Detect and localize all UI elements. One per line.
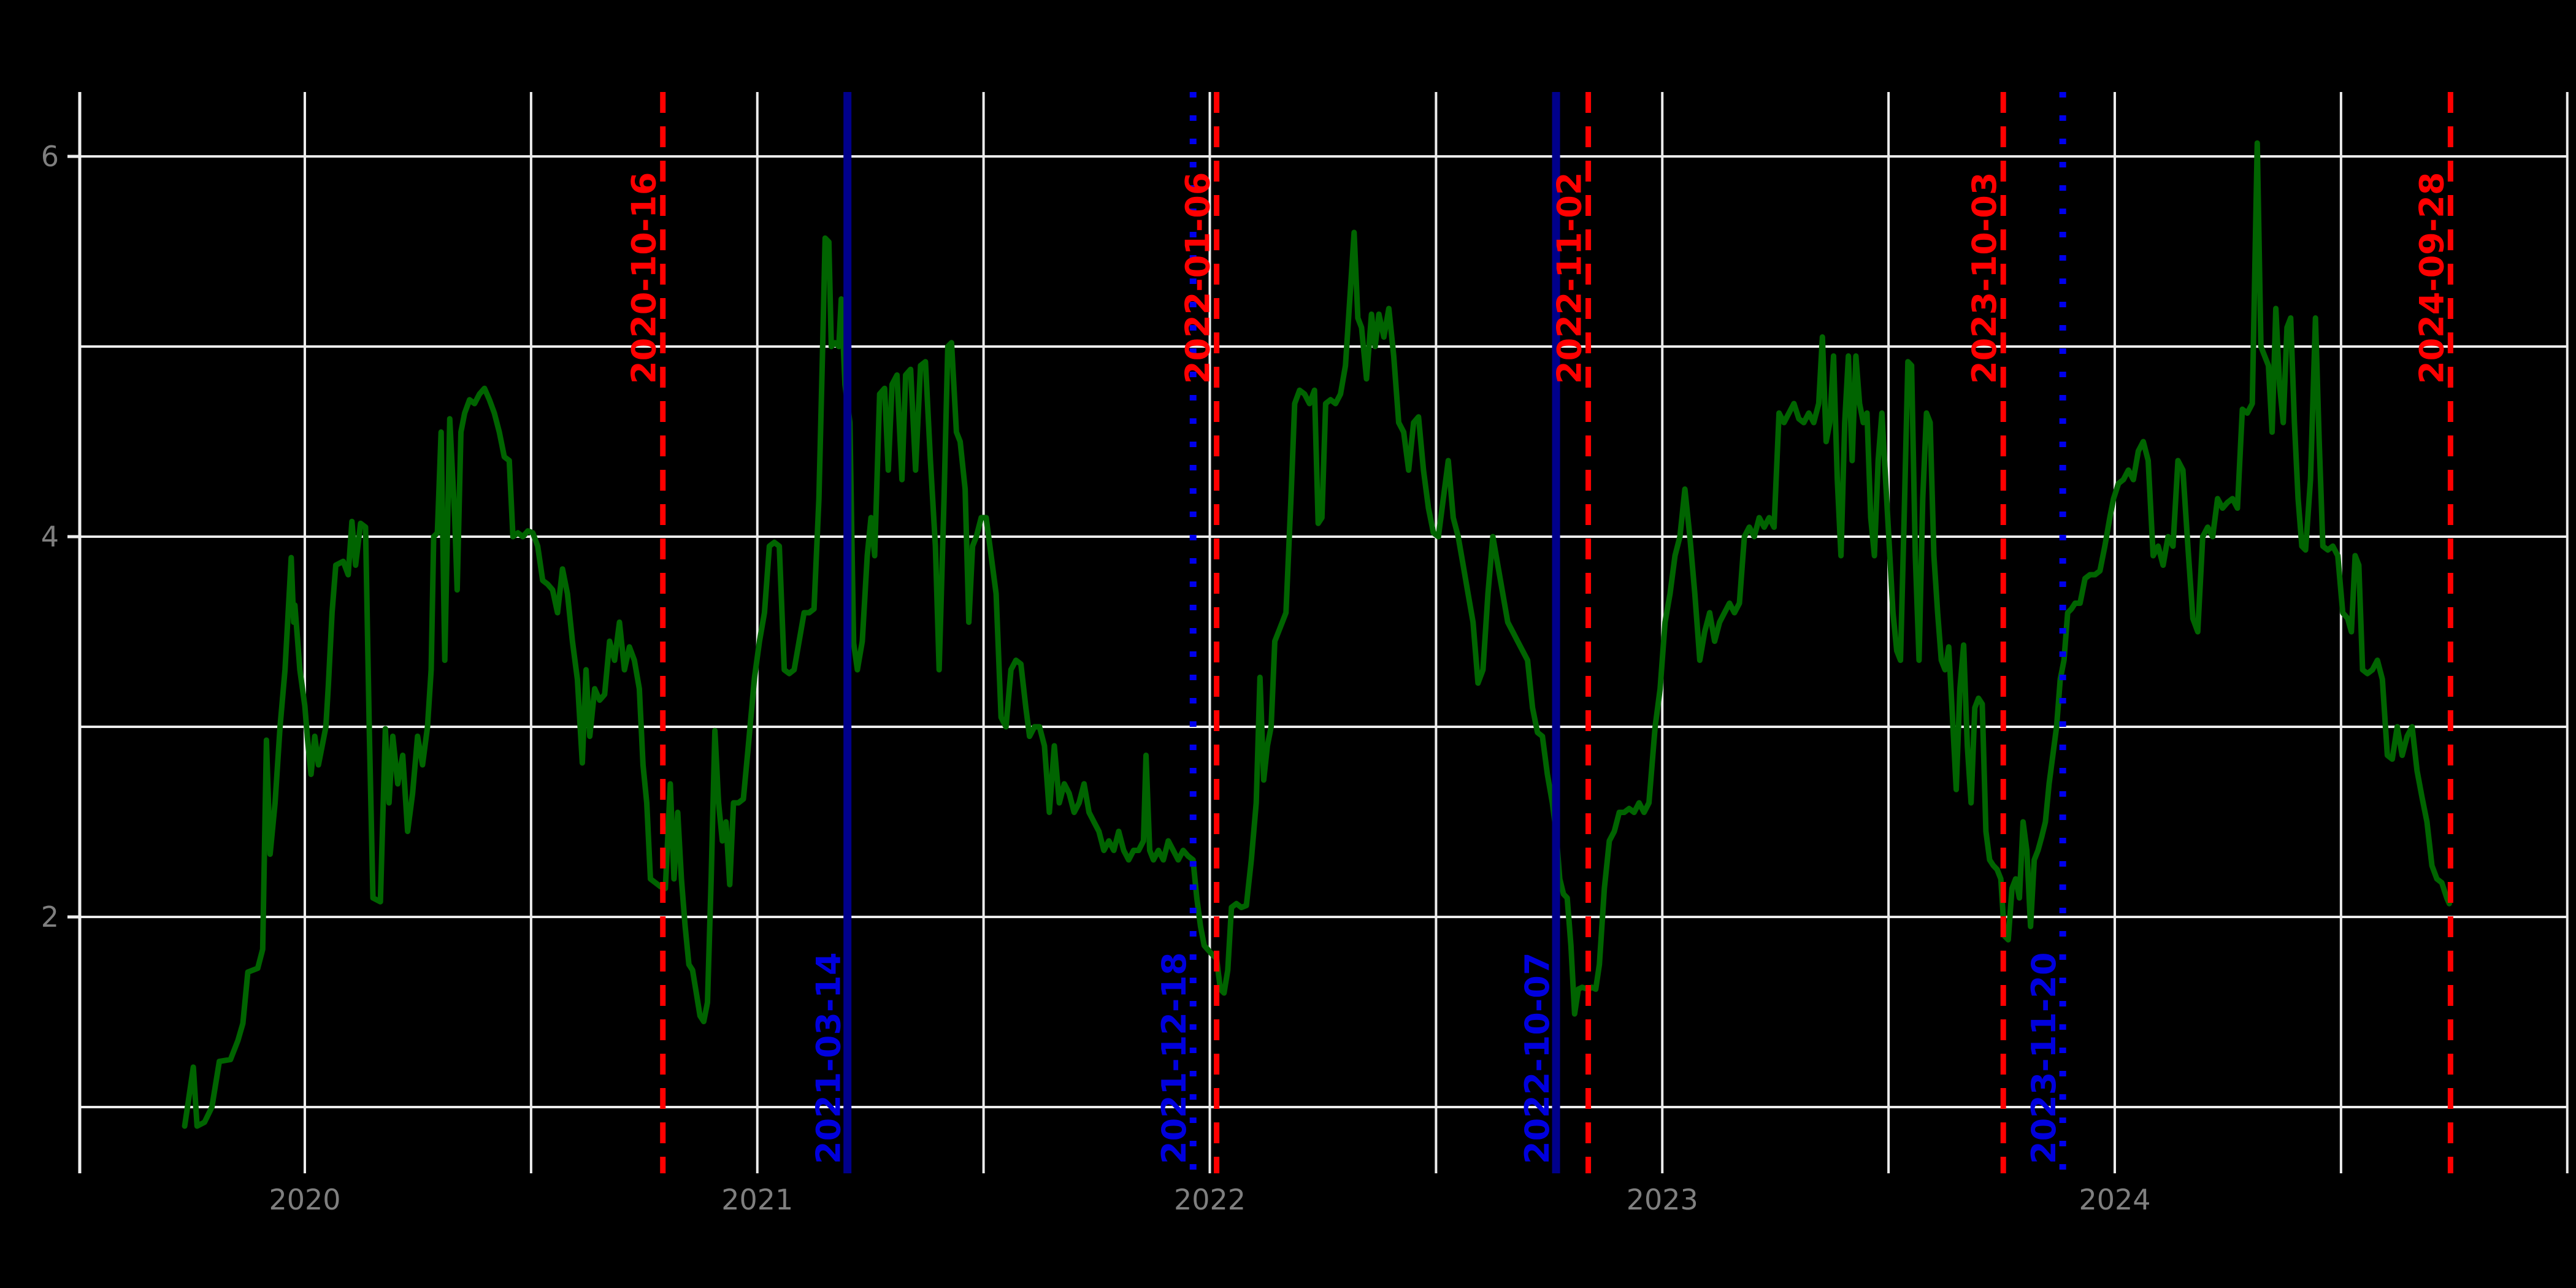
- x-axis-tick-label: 2020: [269, 1183, 340, 1216]
- event-line-date-label: 2022-01-06: [1179, 172, 1217, 384]
- event-line-dashed-2022-11-02: 2022-11-02: [1551, 92, 1592, 1173]
- series-line-daily-value: [182, 140, 2452, 1129]
- event-line-dashed-2023-10-03: 2023-10-03: [1965, 92, 2006, 1173]
- event-line-dotted-2021-12-18: 2021-12-18: [1155, 92, 1197, 1173]
- y-axis-tick-label: 4: [41, 520, 59, 553]
- event-line-date-label: 2023-11-20: [2025, 953, 2063, 1164]
- x-axis-tick-label: 2023: [1627, 1183, 1698, 1216]
- event-line-dotted-2023-11-20: 2023-11-20: [2025, 92, 2066, 1173]
- event-line-dashed-2024-09-28: 2024-09-28: [2412, 92, 2453, 1173]
- axis-labels: 2 4 6 2020 2021 2022 2023 2024: [41, 140, 2151, 1216]
- event-line-solid-2022-10-07: 2022-10-07: [1518, 92, 1560, 1173]
- event-lines: 2020-10-16 2021-03-14 2021-12-18 2022-01-06…: [625, 92, 2453, 1173]
- data-series: [182, 140, 2452, 1129]
- event-line-dashed-2022-01-06: 2022-01-06: [1179, 92, 1220, 1173]
- y-axis-tick-label: 6: [41, 140, 59, 173]
- event-line-date-label: 2020-10-16: [625, 172, 664, 384]
- y-axis-tick-label: 2: [41, 900, 59, 933]
- axes: [67, 92, 82, 1173]
- event-line-date-label: 2022-11-02: [1551, 172, 1589, 384]
- event-line-date-label: 2023-10-03: [1965, 172, 2004, 384]
- x-axis-tick-label: 2021: [721, 1183, 793, 1216]
- x-axis-tick-label: 2022: [1174, 1183, 1246, 1216]
- x-axis-tick-label: 2024: [2079, 1183, 2150, 1216]
- event-line-solid-2021-03-14: 2021-03-14: [810, 92, 852, 1173]
- event-line-date-label: 2021-12-18: [1155, 953, 1194, 1164]
- event-line-date-label: 2021-03-14: [810, 953, 848, 1164]
- event-line-date-label: 2022-10-07: [1518, 953, 1557, 1164]
- event-line-dashed-2020-10-16: 2020-10-16: [625, 92, 666, 1173]
- event-line-date-label: 2024-09-28: [2412, 172, 2451, 384]
